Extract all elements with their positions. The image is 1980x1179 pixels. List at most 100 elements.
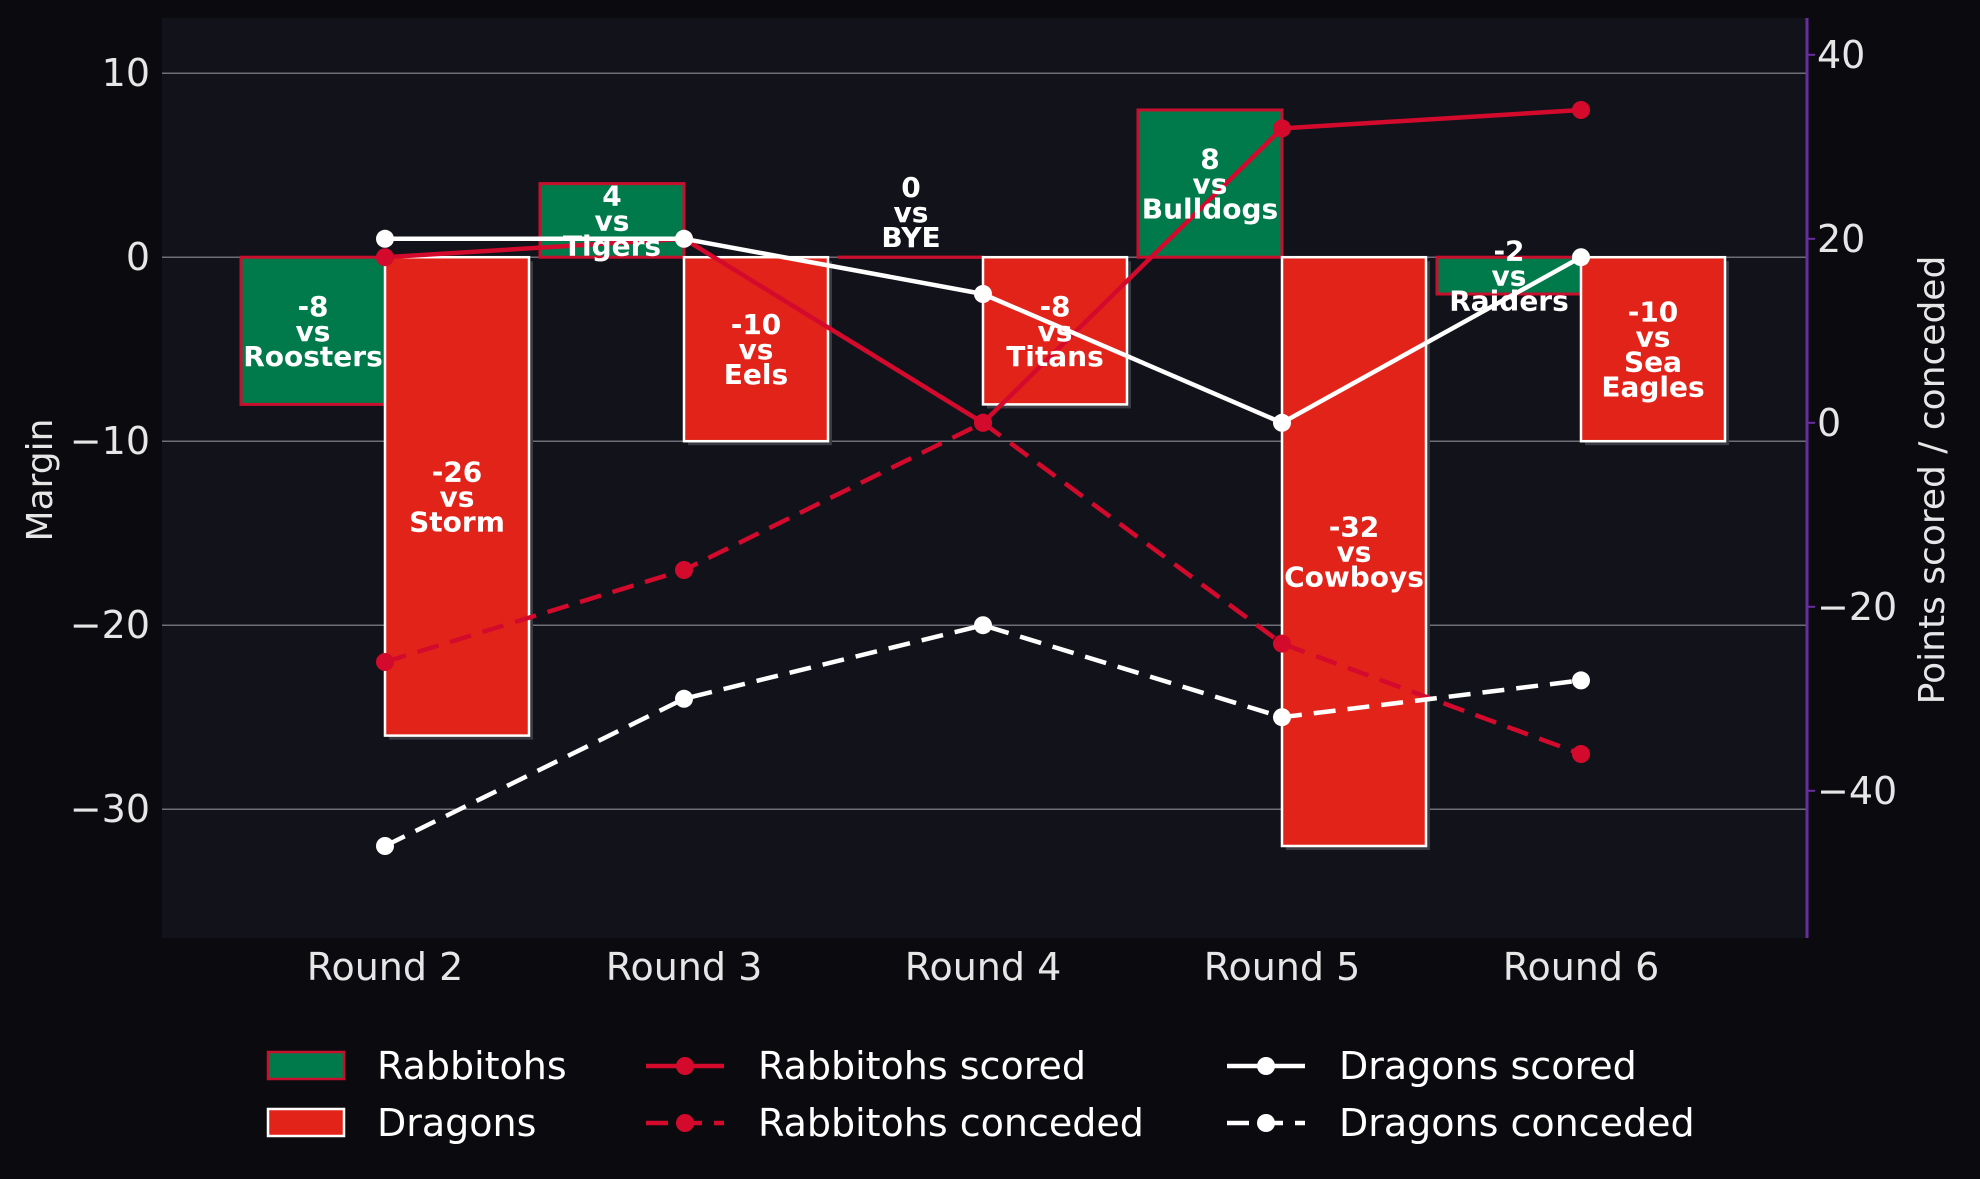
bar-label-line: vs (739, 333, 774, 366)
line-point (1572, 248, 1590, 267)
legend-label: Dragons scored (1339, 1044, 1637, 1088)
bar-label-line: Raiders (1449, 285, 1569, 318)
bar-label-line: Storm (409, 505, 505, 538)
y-left-tick-label: −30 (70, 787, 150, 831)
rabbitohs-bar (1136, 108, 1284, 259)
rabbitohs-bar-label: 4 vs Tigers (563, 179, 661, 262)
legend-label: Rabbitohs scored (758, 1044, 1086, 1088)
legend-marker (676, 1114, 694, 1132)
bar-label-line: vs (595, 204, 630, 237)
dragons-bar (383, 255, 531, 737)
legend-label: Rabbitohs (377, 1044, 567, 1088)
dragons-bar-label: -32 vs Cowboys (1284, 511, 1424, 594)
bar-label-line: -8 (297, 290, 328, 323)
x-tick-label: Round 2 (307, 945, 464, 989)
line-point (376, 837, 394, 855)
y-left-tick-label: −20 (70, 603, 150, 647)
line-point (974, 285, 992, 303)
line-point (376, 248, 394, 267)
y-right-tick-label: 0 (1817, 401, 1841, 445)
dragons-bar-label: -8 vs Titans (1006, 290, 1104, 373)
y-axis-label-right: Points scored / conceded (1912, 256, 1953, 705)
rabbitohs-bar-label: -8 vs Roosters (243, 290, 383, 373)
bars (239, 108, 1729, 850)
bar-label-line: 0 (901, 171, 920, 204)
y-right-tick-label: −40 (1817, 769, 1897, 813)
x-tick-label: Round 5 (1204, 945, 1361, 989)
bar-label-line: Bulldogs (1142, 193, 1278, 226)
bar-label-line: vs (1636, 321, 1671, 354)
bar-label-line: vs (1193, 168, 1228, 201)
dragons-bar (682, 255, 830, 443)
bar-label-line: -26 (432, 455, 483, 488)
line-point (376, 229, 394, 248)
bar-label-line: -2 (1493, 235, 1524, 268)
legend: Rabbitohs Dragons Rabbitohs scored Rabbitoh… (266, 1044, 1695, 1145)
dragons-bar (981, 255, 1129, 406)
legend-swatch (266, 1107, 346, 1138)
rabbitohs-bar (239, 255, 387, 406)
legend-label: Dragons (377, 1101, 536, 1145)
left-axis-ticks: 10 0 −10 −20 −30 (70, 51, 150, 831)
rabbitohs-bar-label: -2 vs Raiders (1449, 235, 1569, 318)
dragons-bar-label: -10 vs Sea Eagles (1601, 296, 1704, 404)
line-point (1572, 745, 1590, 763)
bar-label-line: vs (1492, 260, 1527, 293)
bar-label-line: vs (296, 315, 331, 348)
rabbitohs-bar-label: 8 vs Bulldogs (1142, 143, 1278, 226)
y-axis-label-left: Margin (20, 419, 61, 542)
legend-label: Rabbitohs conceded (758, 1101, 1144, 1145)
line-point (376, 653, 394, 671)
legend-marker (676, 1057, 694, 1075)
legend-label: Dragons conceded (1339, 1101, 1695, 1145)
y-left-tick-label: 10 (102, 51, 150, 95)
legend-marker (1257, 1114, 1275, 1132)
line-point (1273, 708, 1291, 727)
bar-label-line: -32 (1329, 511, 1380, 544)
line-point (675, 229, 693, 248)
bar-label-line: Eagles (1601, 371, 1704, 404)
line-point (1273, 119, 1291, 138)
dragons-bar-label: -10 vs Eels (724, 308, 788, 391)
line-point (1273, 634, 1291, 653)
bar-label-line: -8 (1039, 290, 1070, 323)
bar-label-line: BYE (881, 221, 940, 254)
legend-swatch (266, 1050, 346, 1081)
bar-label-line: vs (1038, 315, 1073, 348)
lines (376, 101, 1590, 855)
line-point (974, 413, 992, 432)
bar-label-line: Eels (724, 358, 788, 391)
line-point (675, 689, 693, 708)
y-right-tick-label: 40 (1817, 33, 1865, 77)
line-point (1572, 671, 1590, 690)
bar-label-line: Roosters (243, 340, 383, 373)
bar-label-line: -10 (1628, 296, 1679, 329)
right-axis-ticks: 40 20 0 −20 −40 (1807, 33, 1897, 813)
bar-label-line: vs (440, 480, 475, 513)
line-point (1273, 413, 1291, 432)
bar-label-line: Cowboys (1284, 561, 1424, 594)
y-right-tick-label: −20 (1817, 585, 1897, 629)
legend-marker (1257, 1057, 1275, 1075)
dragons-bar (1579, 255, 1727, 443)
rabbitohs-bar-label: 0 vs BYE (881, 171, 940, 254)
bar-label-line: -10 (731, 308, 782, 341)
y-left-tick-label: −10 (70, 419, 150, 463)
bar-label-line: vs (1337, 536, 1372, 569)
line-point (1572, 101, 1590, 119)
line-dragons-conceded (384, 622, 1582, 849)
bar-label-line: 8 (1200, 143, 1219, 176)
y-right-tick-label: 20 (1817, 217, 1865, 261)
dragons-bar-label: -26 vs Storm (409, 455, 505, 538)
x-tick-label: Round 3 (606, 945, 763, 989)
bar-label-line: vs (894, 196, 929, 229)
x-axis-ticks: Round 2 Round 3 Round 4 Round 5 Round 6 (307, 945, 1660, 989)
bar-label-line: Tigers (563, 229, 661, 262)
bar-label-line: Titans (1006, 340, 1104, 373)
bar-label-line: Sea (1624, 346, 1682, 379)
y-left-tick-label: 0 (126, 235, 150, 279)
x-tick-label: Round 6 (1503, 945, 1660, 989)
line-point (675, 561, 693, 579)
